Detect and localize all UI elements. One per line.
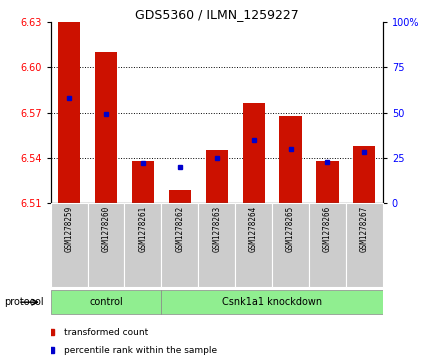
- Bar: [132, 161, 154, 203]
- Bar: [161, 203, 198, 287]
- Bar: [279, 115, 301, 203]
- Bar: [346, 203, 383, 287]
- Bar: [309, 203, 346, 287]
- Bar: [95, 52, 117, 203]
- Bar: [242, 103, 265, 203]
- Title: GDS5360 / ILMN_1259227: GDS5360 / ILMN_1259227: [135, 8, 299, 21]
- Bar: [235, 203, 272, 287]
- Bar: [198, 203, 235, 287]
- Text: GSM1278263: GSM1278263: [212, 206, 221, 252]
- Bar: [125, 203, 161, 287]
- Bar: [316, 161, 338, 203]
- Text: GSM1278259: GSM1278259: [65, 206, 73, 252]
- Text: GSM1278262: GSM1278262: [175, 206, 184, 252]
- Bar: [272, 203, 309, 287]
- Text: percentile rank within the sample: percentile rank within the sample: [64, 346, 217, 355]
- Bar: [169, 190, 191, 203]
- Text: protocol: protocol: [4, 297, 44, 307]
- Text: GSM1278260: GSM1278260: [102, 206, 110, 252]
- Bar: [58, 22, 80, 203]
- Bar: [353, 146, 375, 203]
- Text: GSM1278264: GSM1278264: [249, 206, 258, 252]
- Text: GSM1278266: GSM1278266: [323, 206, 332, 252]
- Bar: [205, 150, 228, 203]
- Bar: [51, 290, 161, 314]
- Text: transformed count: transformed count: [64, 328, 148, 337]
- Text: control: control: [89, 297, 123, 307]
- Bar: [51, 203, 88, 287]
- Text: GSM1278261: GSM1278261: [138, 206, 147, 252]
- Text: GSM1278267: GSM1278267: [360, 206, 369, 252]
- Bar: [161, 290, 383, 314]
- Text: Csnk1a1 knockdown: Csnk1a1 knockdown: [222, 297, 322, 307]
- Bar: [88, 203, 125, 287]
- Text: GSM1278265: GSM1278265: [286, 206, 295, 252]
